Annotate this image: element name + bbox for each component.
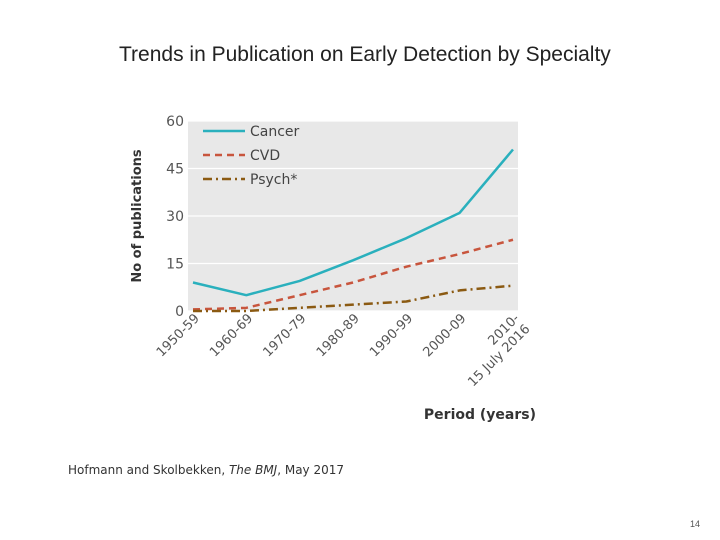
x-tick-label-line: 1960-69 bbox=[207, 311, 256, 360]
legend-label: CVD bbox=[250, 148, 280, 164]
page-number: 14 bbox=[690, 519, 701, 529]
y-axis-label: No of publications bbox=[130, 149, 145, 283]
y-tick-label: 15 bbox=[166, 257, 184, 273]
x-tick-label: 1980-89 bbox=[314, 311, 363, 360]
y-tick-label: 60 bbox=[166, 114, 184, 130]
y-tick-label: 30 bbox=[166, 209, 184, 225]
x-tick-label-line: 1990-99 bbox=[367, 311, 416, 360]
legend-label: Cancer bbox=[250, 124, 300, 140]
y-tick-label: 0 bbox=[175, 304, 184, 320]
series-line-psych bbox=[193, 284, 514, 313]
citation-journal: The BMJ bbox=[228, 463, 278, 477]
x-tick-label: 1960-69 bbox=[207, 311, 256, 360]
y-tick-label: 45 bbox=[166, 162, 184, 178]
series-line-cancer bbox=[192, 148, 514, 297]
series-line-cvd bbox=[192, 238, 514, 311]
line-chart: 0 15 30 45 60 No of publications 1950-59 1960-6… bbox=[110, 105, 560, 435]
x-tick-label: 1990-99 bbox=[367, 311, 416, 360]
citation-date: , May 2017 bbox=[277, 463, 345, 477]
citation-authors: Hofmann and Skolbekken, bbox=[68, 463, 229, 477]
x-axis-label: Period (years) bbox=[424, 407, 536, 423]
slide-title: Trends in Publication on Early Detection… bbox=[119, 43, 611, 66]
x-tick-label-line: 1970-79 bbox=[260, 311, 309, 360]
x-tick-label: 1970-79 bbox=[260, 311, 309, 360]
x-tick-label: 2000-09 bbox=[420, 311, 469, 360]
citation: Hofmann and Skolbekken, The BMJ, May 201… bbox=[68, 463, 344, 477]
legend-label: Psych* bbox=[250, 172, 297, 188]
x-tick-label-line: 2000-09 bbox=[420, 311, 469, 360]
x-tick-label-line: 1980-89 bbox=[314, 311, 363, 360]
